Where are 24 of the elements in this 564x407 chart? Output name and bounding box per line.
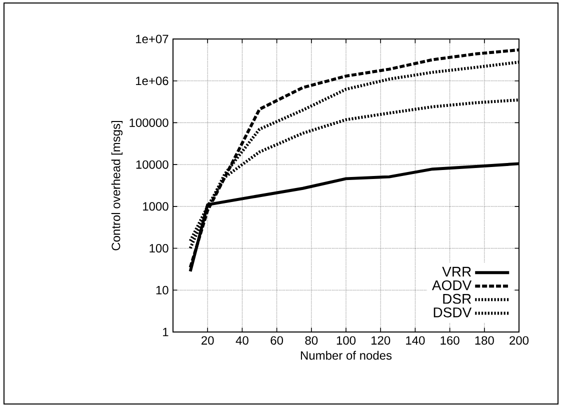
x-axis-title: Number of nodes: [300, 350, 392, 360]
x-tick-label: 120: [372, 336, 390, 345]
legend-label: DSDV: [434, 307, 472, 318]
y-tick-label: 1e+06: [136, 76, 168, 86]
x-tick-label: 80: [305, 336, 318, 345]
x-tick-label: 200: [510, 336, 529, 345]
x-tick-label: 100: [336, 336, 356, 345]
legend-label: VRR: [442, 266, 471, 277]
y-tick-label: 1e+07: [136, 34, 168, 44]
x-tick-label: 20: [202, 336, 214, 345]
y-tick-label: 10000: [136, 160, 168, 169]
x-tick-label: 180: [475, 336, 494, 345]
y-tick-label: 1000: [143, 202, 168, 211]
y-tick-label: 100000: [130, 118, 168, 127]
x-tick-label: 140: [406, 336, 425, 345]
y-axis-title: Control overhead [msgs]: [111, 121, 123, 250]
y-tick-label: 1: [163, 328, 168, 336]
x-tick-label: 60: [270, 336, 284, 345]
x-tick-label: 160: [440, 336, 460, 345]
legend-label: AODV: [432, 280, 472, 290]
y-tick-label: 100: [150, 244, 168, 253]
x-tick-label: 40: [236, 336, 248, 345]
y-tick-label: 10: [156, 286, 168, 294]
legend-label: DSR: [443, 294, 471, 304]
